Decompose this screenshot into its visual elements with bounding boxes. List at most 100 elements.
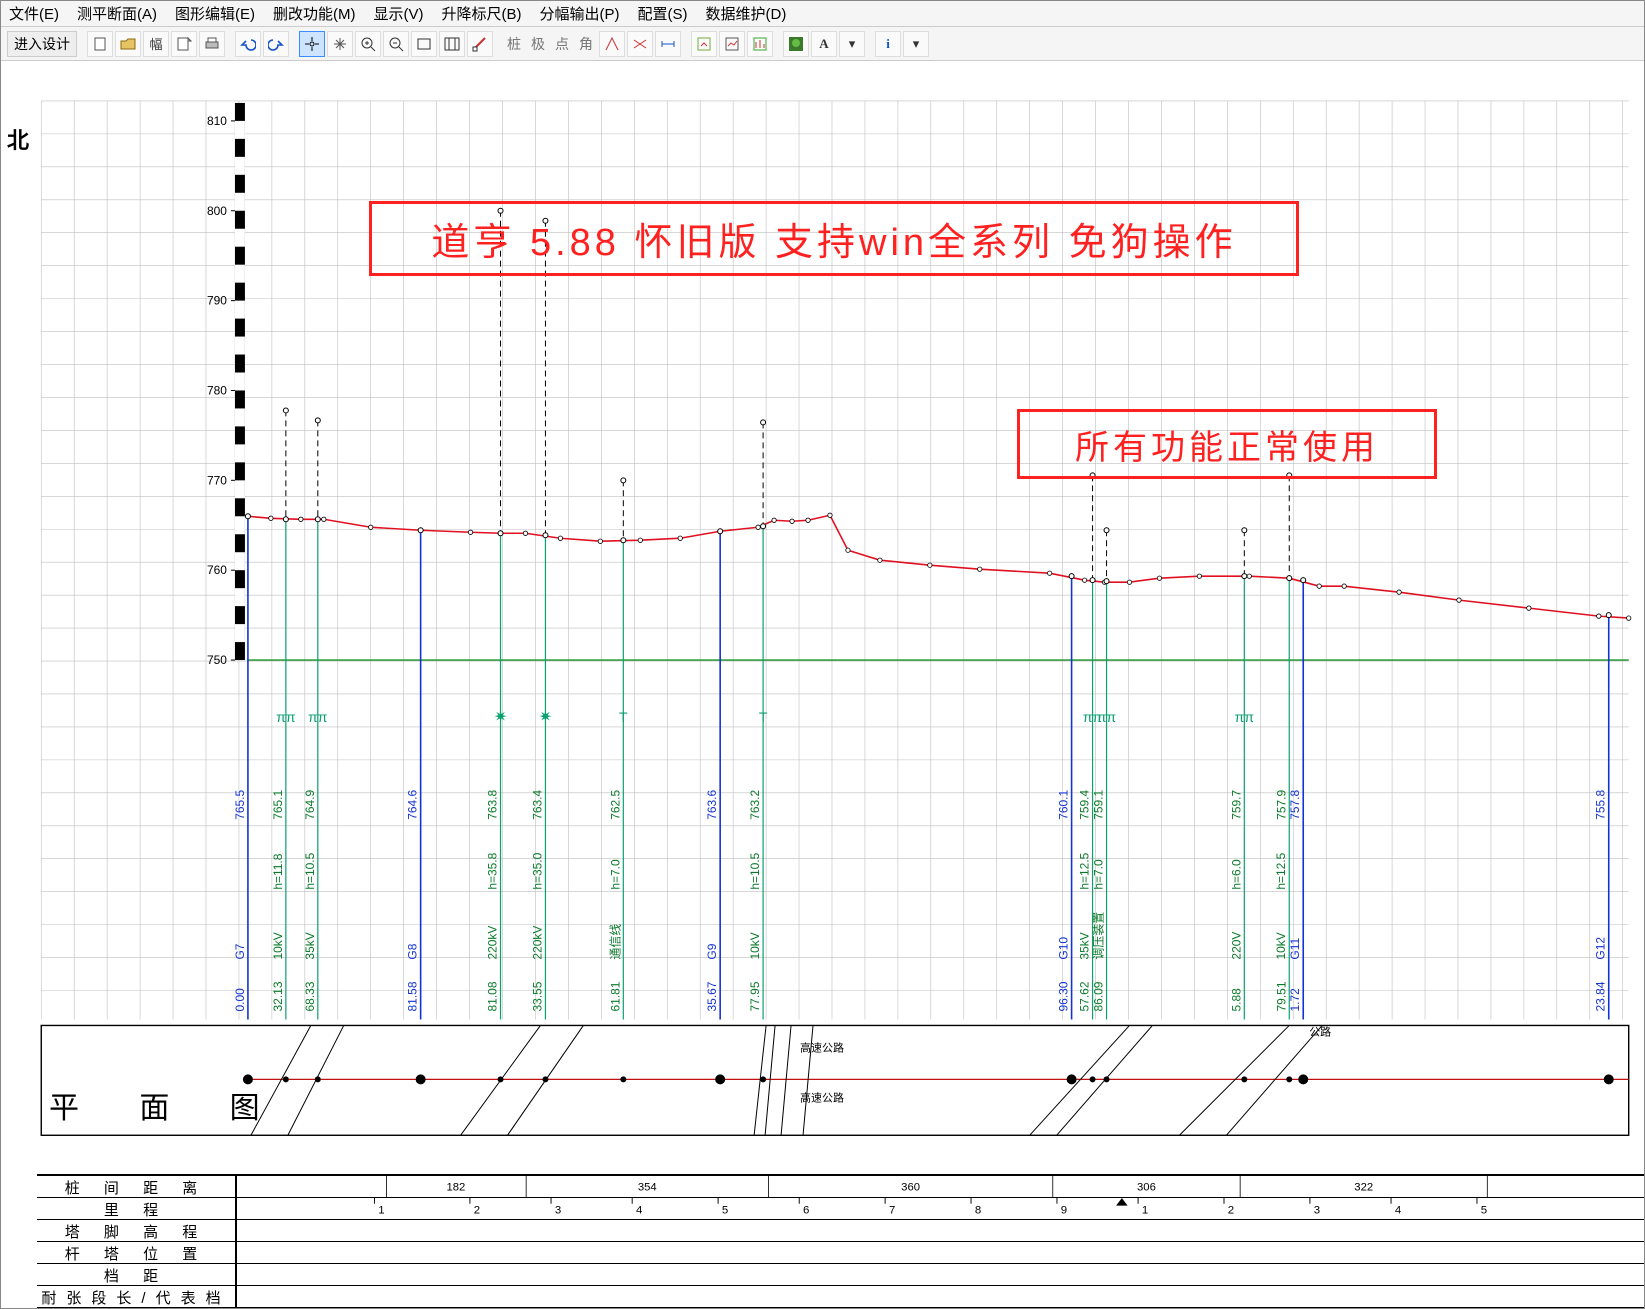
grey-label: 点 <box>551 34 573 54</box>
svg-text:G10: G10 <box>1057 937 1071 960</box>
info-icon[interactable]: i <box>875 31 901 57</box>
svg-text:360: 360 <box>901 1182 920 1194</box>
zoom-extents-icon[interactable] <box>439 31 465 57</box>
svg-text:公路: 公路 <box>1309 1025 1331 1038</box>
svg-text:ππ: ππ <box>276 709 296 725</box>
svg-text:G8: G8 <box>406 943 420 959</box>
watermark-banner-1: 道亨 5.88 怀旧版 支持win全系列 免狗操作 <box>369 201 1299 276</box>
page-icon[interactable] <box>171 31 197 57</box>
enter-design-button[interactable]: 进入设计 <box>7 31 77 57</box>
chart1-icon[interactable] <box>719 31 745 57</box>
svg-text:23.84: 23.84 <box>1594 981 1608 1011</box>
svg-text:8: 8 <box>975 1204 981 1216</box>
watermark-banner-2: 所有功能正常使用 <box>1017 409 1437 479</box>
svg-text:757.9: 757.9 <box>1274 789 1288 819</box>
svg-text:220V: 220V <box>1229 932 1243 960</box>
svg-text:68.33: 68.33 <box>303 981 317 1011</box>
menu-item[interactable]: 分幅输出(P) <box>540 3 620 24</box>
svg-text:h=11.8: h=11.8 <box>271 853 285 889</box>
grey-label: 极 <box>527 34 549 54</box>
menu-bar: 文件(E) 测平断面(A) 图形编辑(E) 删改功能(M) 显示(V) 升降标尺… <box>1 1 1644 27</box>
dimension-icon[interactable] <box>655 31 681 57</box>
open-icon[interactable] <box>115 31 141 57</box>
angle-icon[interactable] <box>599 31 625 57</box>
svg-text:765.1: 765.1 <box>271 789 285 819</box>
table-row-header: 杆 塔 位 置 <box>37 1242 237 1263</box>
table-row-header: 桩 间 距 离 <box>37 1176 237 1197</box>
svg-text:h=7.0: h=7.0 <box>608 859 622 890</box>
svg-text:h=35.0: h=35.0 <box>530 852 544 889</box>
svg-text:763.6: 763.6 <box>705 789 719 819</box>
svg-text:764.6: 764.6 <box>406 789 420 819</box>
info-dropdown-icon[interactable]: ▾ <box>903 31 929 57</box>
svg-text:86.09: 86.09 <box>1092 981 1106 1011</box>
zoom-window-icon[interactable] <box>411 31 437 57</box>
svg-text:81.08: 81.08 <box>486 981 500 1011</box>
menu-item[interactable]: 显示(V) <box>374 3 424 24</box>
ruler-icon[interactable] <box>467 31 493 57</box>
svg-text:35.67: 35.67 <box>705 981 719 1011</box>
zoom-in-icon[interactable] <box>355 31 381 57</box>
svg-text:762.5: 762.5 <box>608 789 622 819</box>
svg-text:306: 306 <box>1137 1182 1156 1194</box>
undo-icon[interactable] <box>235 31 261 57</box>
pan-icon[interactable] <box>327 31 353 57</box>
menu-item[interactable]: 测平断面(A) <box>77 3 157 24</box>
svg-text:10kV: 10kV <box>1274 932 1288 959</box>
svg-text:1.72: 1.72 <box>1288 988 1302 1012</box>
svg-text:4: 4 <box>636 1204 643 1216</box>
grey-label: 角 <box>575 34 597 54</box>
bottom-table: 桩 间 距 离182354360306322 里 程12345678912345… <box>37 1174 1644 1308</box>
svg-text:h=35.8: h=35.8 <box>486 852 500 889</box>
text-icon[interactable]: A <box>811 31 837 57</box>
svg-text:1: 1 <box>378 1204 384 1216</box>
export-icon[interactable] <box>691 31 717 57</box>
svg-text:ππ: ππ <box>308 709 328 725</box>
svg-text:高速公路: 高速公路 <box>800 1090 844 1104</box>
menu-item[interactable]: 图形编辑(E) <box>175 3 255 24</box>
frame-icon[interactable]: 幅 <box>143 31 169 57</box>
svg-text:T: T <box>619 709 628 725</box>
svg-text:✷: ✷ <box>494 709 507 726</box>
svg-text:33.55: 33.55 <box>530 981 544 1011</box>
svg-text:7: 7 <box>889 1204 895 1216</box>
plan-view-title: 平 面 图 <box>49 1083 286 1127</box>
svg-text:220kV: 220kV <box>486 926 500 960</box>
redo-icon[interactable] <box>263 31 289 57</box>
table-row-header: 塔 脚 高 程 <box>37 1220 237 1241</box>
svg-text:757.8: 757.8 <box>1288 789 1302 819</box>
cursor-icon[interactable] <box>299 31 325 57</box>
menu-item[interactable]: 升降标尺(B) <box>442 3 522 24</box>
svg-text:h=10.5: h=10.5 <box>748 852 762 889</box>
svg-text:✷: ✷ <box>539 709 552 726</box>
svg-text:790: 790 <box>207 294 227 308</box>
menu-item[interactable]: 文件(E) <box>9 3 59 24</box>
svg-text:10kV: 10kV <box>748 932 762 959</box>
menu-item[interactable]: 数据维护(D) <box>706 3 787 24</box>
zoom-out-icon[interactable] <box>383 31 409 57</box>
svg-text:764.9: 764.9 <box>303 789 317 819</box>
new-icon[interactable] <box>87 31 113 57</box>
text-dropdown-icon[interactable]: ▾ <box>839 31 865 57</box>
menu-item[interactable]: 配置(S) <box>638 3 688 24</box>
svg-text:81.58: 81.58 <box>406 981 420 1011</box>
svg-text:765.5: 765.5 <box>233 789 247 819</box>
svg-text:G12: G12 <box>1594 937 1608 960</box>
chart2-icon[interactable] <box>747 31 773 57</box>
svg-text:35kV: 35kV <box>1078 932 1092 959</box>
svg-text:T: T <box>759 709 768 725</box>
svg-text:2: 2 <box>1228 1204 1234 1216</box>
table-row-header: 耐张段长/代表档距 <box>37 1286 237 1307</box>
svg-text:759.7: 759.7 <box>1229 789 1243 819</box>
svg-text:G9: G9 <box>705 943 719 959</box>
svg-text:780: 780 <box>207 383 227 397</box>
menu-item[interactable]: 删改功能(M) <box>273 3 356 24</box>
svg-text:ππ: ππ <box>1235 709 1255 725</box>
svg-text:10kV: 10kV <box>271 932 285 959</box>
cross-icon[interactable] <box>627 31 653 57</box>
print-icon[interactable] <box>199 31 225 57</box>
span-distance-cells: 182354360306322 <box>237 1176 1644 1197</box>
tree-icon[interactable] <box>783 31 809 57</box>
svg-text:高速公路: 高速公路 <box>800 1040 844 1054</box>
svg-text:220kV: 220kV <box>530 926 544 960</box>
